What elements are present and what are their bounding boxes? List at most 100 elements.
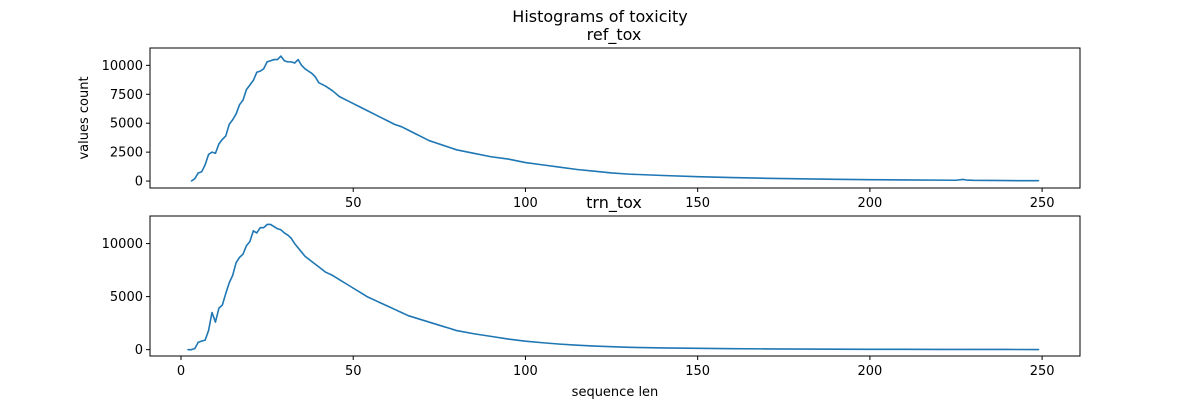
data-point bbox=[407, 129, 409, 131]
y-tick-label: 2500 bbox=[110, 146, 143, 161]
data-point bbox=[938, 348, 940, 350]
data-point bbox=[235, 262, 237, 264]
data-point bbox=[507, 338, 509, 340]
data-point bbox=[380, 116, 382, 119]
data-point bbox=[366, 296, 368, 298]
x-tick-label: 250 bbox=[1030, 196, 1055, 211]
data-points bbox=[190, 55, 1040, 182]
data-point bbox=[228, 282, 230, 284]
data-point bbox=[263, 68, 265, 70]
axis-ticks: 0 50 100 150 200 250 0 5000 10000 bbox=[102, 237, 1055, 379]
data-point bbox=[318, 266, 320, 268]
data-point bbox=[373, 299, 375, 301]
data-point bbox=[628, 346, 630, 348]
data-point bbox=[283, 232, 285, 234]
data-point bbox=[325, 271, 327, 273]
data-point bbox=[201, 340, 203, 342]
data-point bbox=[610, 172, 613, 174]
y-tick-label: 10000 bbox=[102, 59, 143, 74]
data-point bbox=[559, 166, 561, 168]
data-point bbox=[201, 171, 203, 173]
data-point bbox=[435, 323, 437, 325]
data-point bbox=[435, 142, 437, 144]
data-point bbox=[232, 119, 234, 121]
data-point bbox=[263, 227, 265, 229]
data-point bbox=[731, 176, 733, 179]
data-point bbox=[442, 144, 444, 146]
data-point bbox=[800, 178, 802, 180]
data-point bbox=[269, 60, 272, 62]
x-axis-label: sequence len bbox=[572, 385, 659, 400]
data-points bbox=[187, 223, 1040, 351]
data-point bbox=[276, 58, 279, 61]
data-point bbox=[194, 347, 196, 350]
data-point bbox=[338, 96, 341, 98]
data-point bbox=[400, 311, 403, 314]
data-point bbox=[989, 179, 992, 182]
data-point bbox=[259, 227, 261, 229]
data-point bbox=[421, 319, 423, 321]
data-point bbox=[318, 82, 320, 84]
data-point bbox=[266, 61, 268, 63]
data-point bbox=[287, 61, 289, 63]
data-point bbox=[190, 349, 192, 351]
x-tick-label: 150 bbox=[685, 196, 710, 211]
data-point bbox=[331, 90, 334, 92]
data-point bbox=[249, 84, 251, 86]
data-point bbox=[311, 72, 313, 75]
data-point bbox=[304, 255, 306, 257]
data-point bbox=[280, 55, 282, 57]
data-point bbox=[869, 179, 871, 181]
data-point bbox=[359, 106, 361, 108]
data-point bbox=[197, 172, 199, 174]
axes-frame bbox=[149, 215, 1081, 357]
y-tick-label: 7500 bbox=[110, 88, 143, 103]
data-point bbox=[449, 327, 451, 330]
data-point bbox=[338, 279, 341, 281]
data-point bbox=[204, 164, 206, 166]
data-point bbox=[249, 240, 251, 243]
data-point bbox=[214, 152, 217, 154]
data-point bbox=[311, 261, 313, 263]
data-point bbox=[252, 230, 254, 232]
data-point bbox=[697, 347, 699, 349]
data-point bbox=[266, 223, 268, 226]
x-tick-label: 100 bbox=[513, 364, 538, 379]
data-point bbox=[307, 70, 310, 72]
data-point bbox=[352, 287, 354, 289]
data-point bbox=[290, 61, 292, 63]
y-tick-label: 10000 bbox=[102, 237, 143, 252]
data-point bbox=[1007, 180, 1009, 182]
data-point bbox=[903, 179, 905, 181]
data-point bbox=[1007, 348, 1009, 351]
data-point bbox=[294, 62, 296, 64]
data-point bbox=[559, 343, 561, 345]
y-tick-label: 0 bbox=[135, 343, 143, 358]
data-point bbox=[204, 339, 206, 341]
data-point bbox=[283, 60, 285, 62]
data-point bbox=[903, 348, 905, 350]
data-point bbox=[345, 283, 347, 285]
data-point bbox=[259, 70, 261, 72]
data-point bbox=[393, 308, 396, 310]
data-point bbox=[294, 242, 296, 245]
data-point bbox=[221, 138, 223, 140]
data-point bbox=[245, 245, 248, 247]
data-point bbox=[235, 113, 237, 115]
data-point bbox=[197, 341, 199, 343]
data-point bbox=[276, 228, 279, 230]
x-tick-label: 250 bbox=[1030, 364, 1055, 379]
data-point bbox=[256, 232, 258, 234]
data-point bbox=[442, 325, 444, 327]
data-point bbox=[280, 229, 282, 231]
x-tick-label: 50 bbox=[345, 364, 362, 379]
data-point bbox=[1024, 180, 1026, 182]
data-point bbox=[211, 151, 213, 153]
data-point bbox=[542, 342, 544, 344]
x-tick-label: 0 bbox=[177, 364, 185, 379]
data-point bbox=[207, 153, 210, 156]
x-tick-label: 200 bbox=[857, 364, 882, 379]
